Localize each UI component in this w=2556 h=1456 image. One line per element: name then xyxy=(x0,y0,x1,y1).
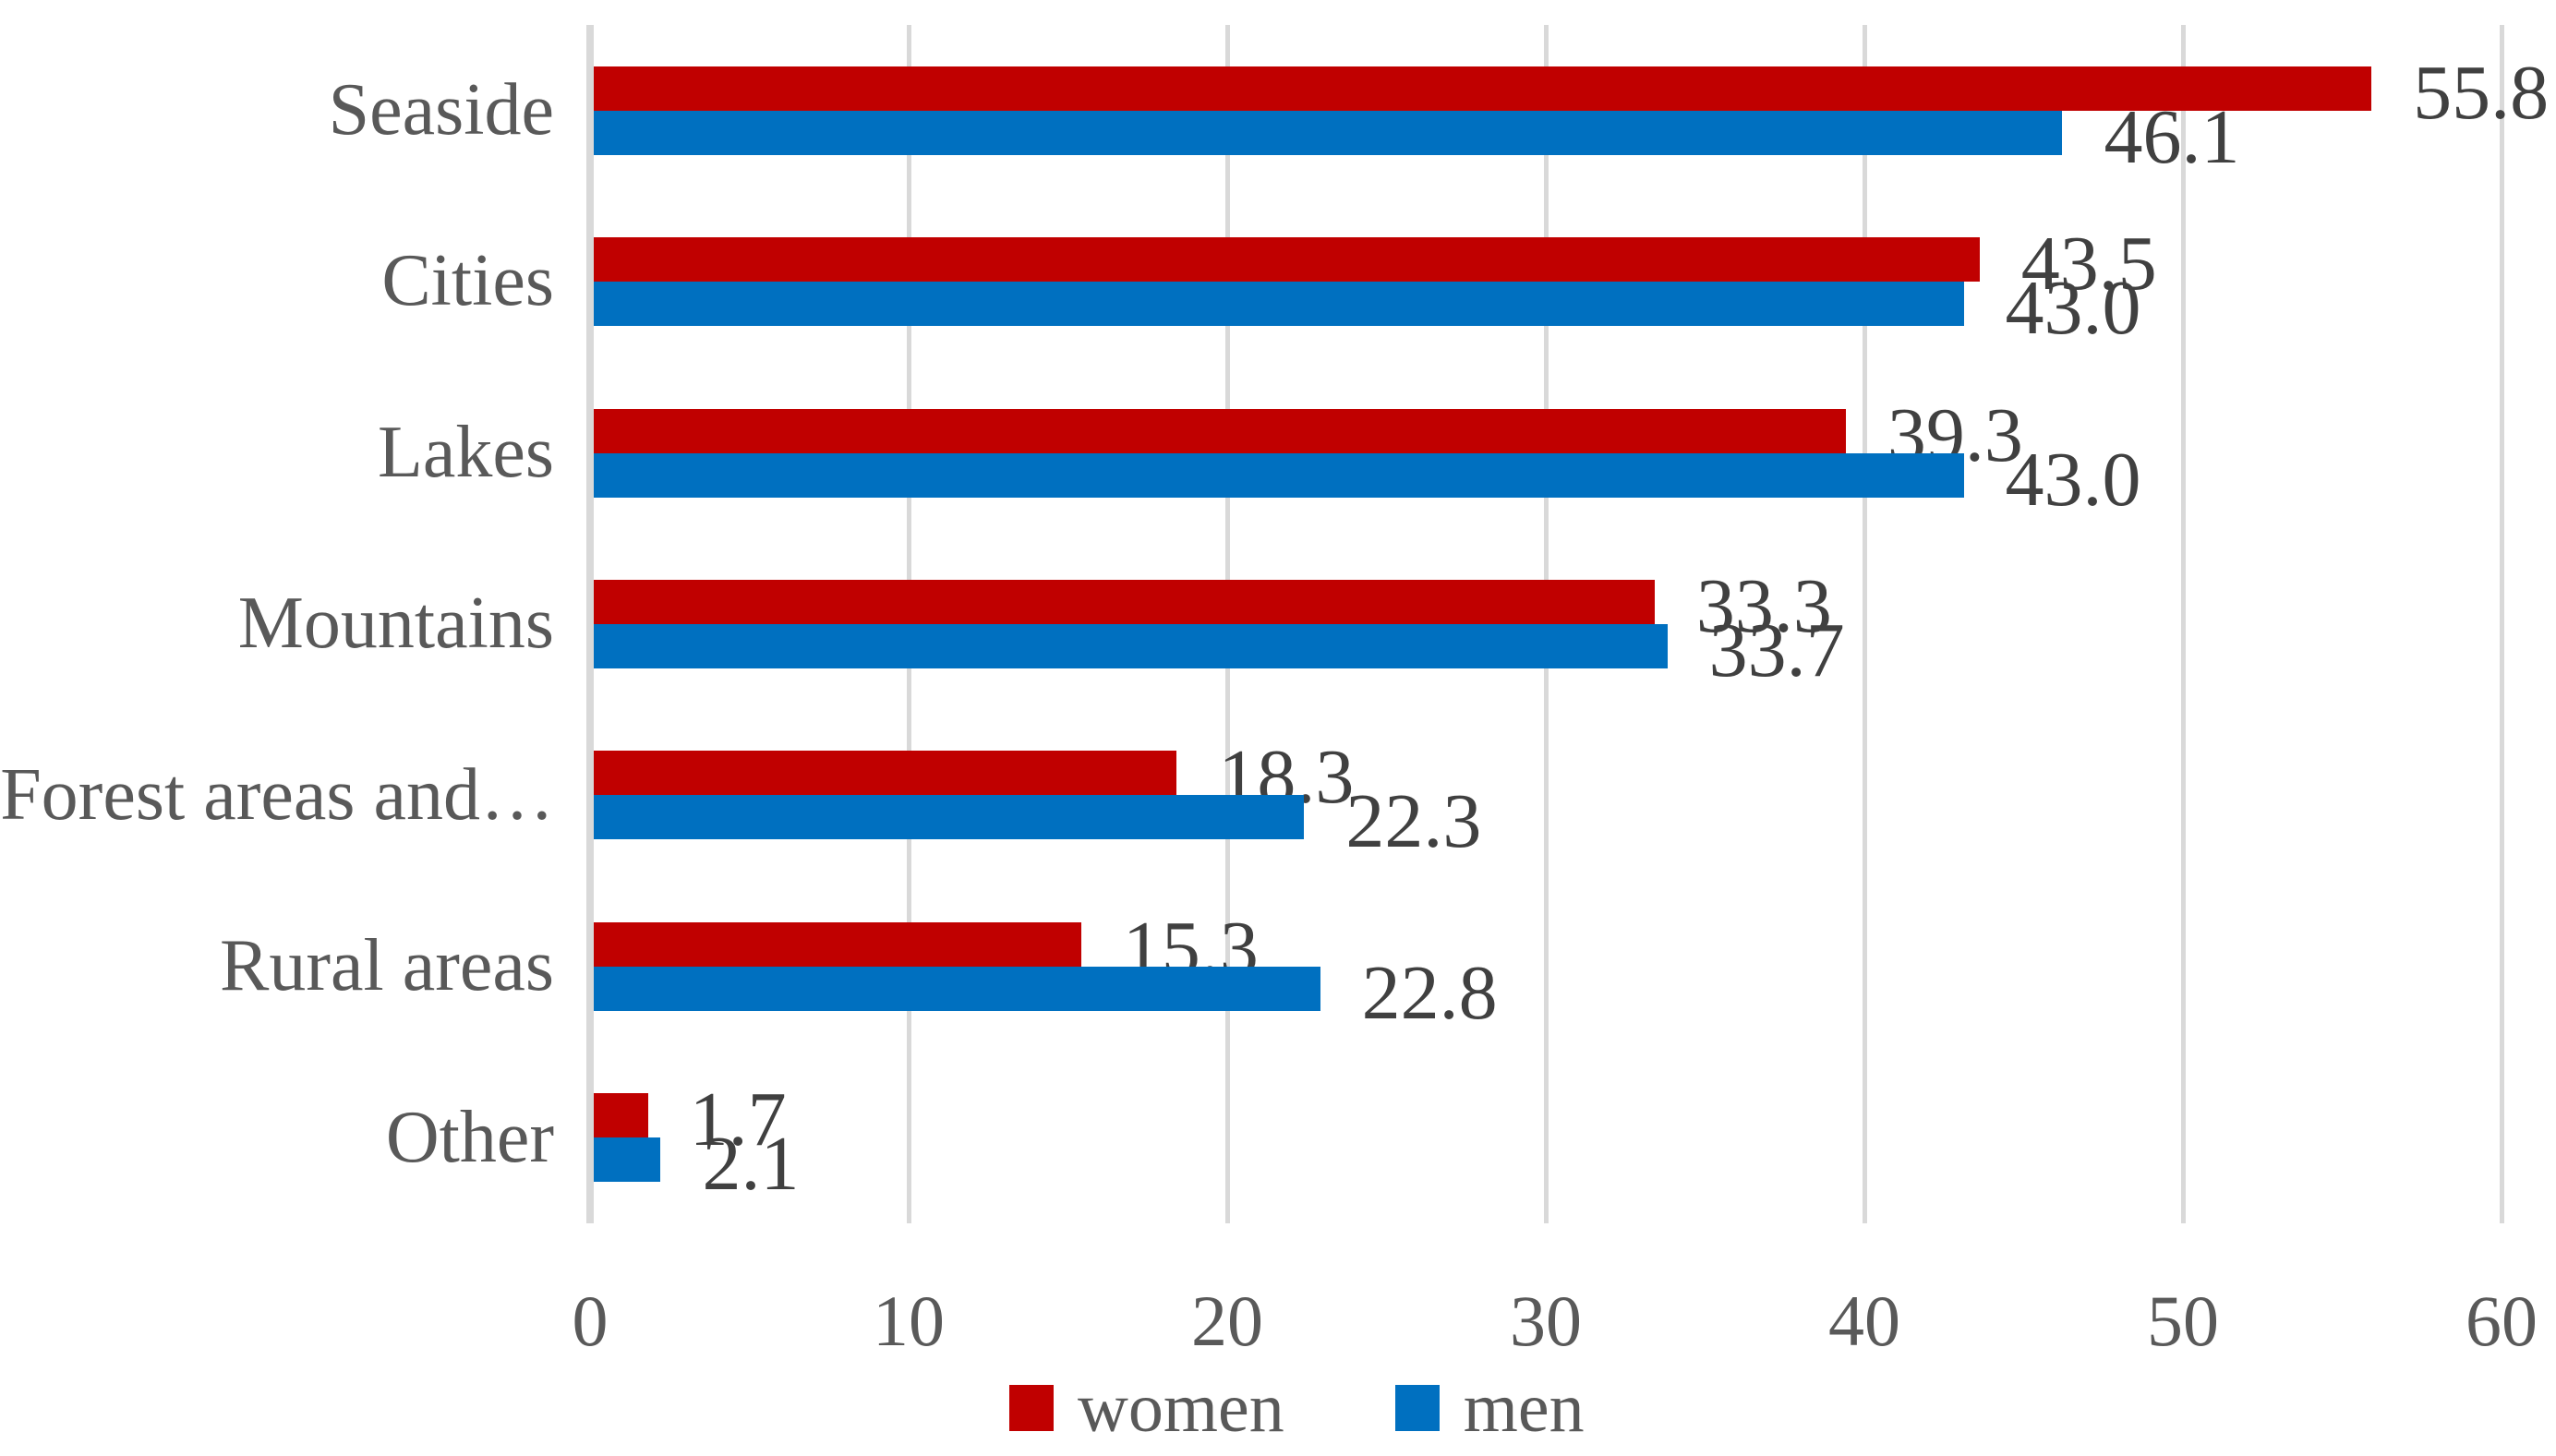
legend-label-women: women xyxy=(1078,1369,1284,1447)
bar-women-6 xyxy=(594,921,1081,967)
value-label-men-1: 46.1 xyxy=(2104,93,2240,180)
bar-women-1 xyxy=(594,66,2372,111)
bar-men-3 xyxy=(594,452,1964,498)
x-tick-label-30: 30 xyxy=(1510,1281,1582,1361)
bar-men-7 xyxy=(594,1137,661,1183)
value-label-men-6: 22.8 xyxy=(1361,949,1498,1036)
x-tick-label-40: 40 xyxy=(1828,1281,1900,1361)
legend-swatch-men-icon xyxy=(1394,1385,1440,1431)
value-label-men-5: 22.3 xyxy=(1345,778,1482,865)
value-label-men-3: 43.0 xyxy=(2005,436,2141,523)
bar-men-6 xyxy=(594,966,1320,1011)
legend-label-men: men xyxy=(1463,1369,1585,1447)
gridline-x-40 xyxy=(1862,25,1867,1223)
value-label-men-7: 2.1 xyxy=(702,1121,800,1208)
legend-item-women: women xyxy=(1009,1373,1284,1443)
category-label-6: Rural areas xyxy=(219,925,554,1007)
legend-swatch-women-icon xyxy=(1009,1385,1054,1431)
legend-item-men: men xyxy=(1394,1369,1585,1447)
bar-women-5 xyxy=(594,751,1177,796)
bar-women-2 xyxy=(594,237,1980,283)
x-tick-label-10: 10 xyxy=(873,1281,945,1361)
bar-men-5 xyxy=(594,795,1305,840)
value-label-women-7: 1.7 xyxy=(689,1077,787,1163)
value-label-men-4: 33.7 xyxy=(1708,608,1845,693)
category-label-4: Mountains xyxy=(237,583,554,665)
bar-women-3 xyxy=(594,408,1846,453)
bar-men-2 xyxy=(594,282,1964,327)
bar-men-1 xyxy=(594,110,2063,155)
value-label-women-2: 43.5 xyxy=(2020,221,2157,307)
bar-women-7 xyxy=(594,1093,648,1138)
value-label-women-1: 55.8 xyxy=(2413,49,2550,136)
x-tick-label-0: 0 xyxy=(572,1281,609,1361)
bar-men-4 xyxy=(594,624,1668,668)
category-label-7: Other xyxy=(385,1096,554,1178)
x-tick-label-20: 20 xyxy=(1191,1281,1263,1361)
x-tick-label-60: 60 xyxy=(2466,1281,2538,1361)
y-axis-line xyxy=(586,25,594,1223)
category-label-5: Forest areas and… xyxy=(0,753,554,836)
bar-women-4 xyxy=(594,580,1655,624)
category-label-3: Lakes xyxy=(377,411,554,493)
gridline-x-60 xyxy=(2499,25,2504,1223)
category-label-1: Seaside xyxy=(328,69,554,150)
value-label-women-4: 33.3 xyxy=(1695,563,1832,649)
gridline-x-50 xyxy=(2180,25,2186,1223)
category-label-2: Cities xyxy=(381,240,554,322)
x-tick-label-50: 50 xyxy=(2147,1281,2219,1361)
value-label-men-2: 43.0 xyxy=(2005,265,2141,352)
chart-legend: women men xyxy=(1009,1373,1585,1443)
